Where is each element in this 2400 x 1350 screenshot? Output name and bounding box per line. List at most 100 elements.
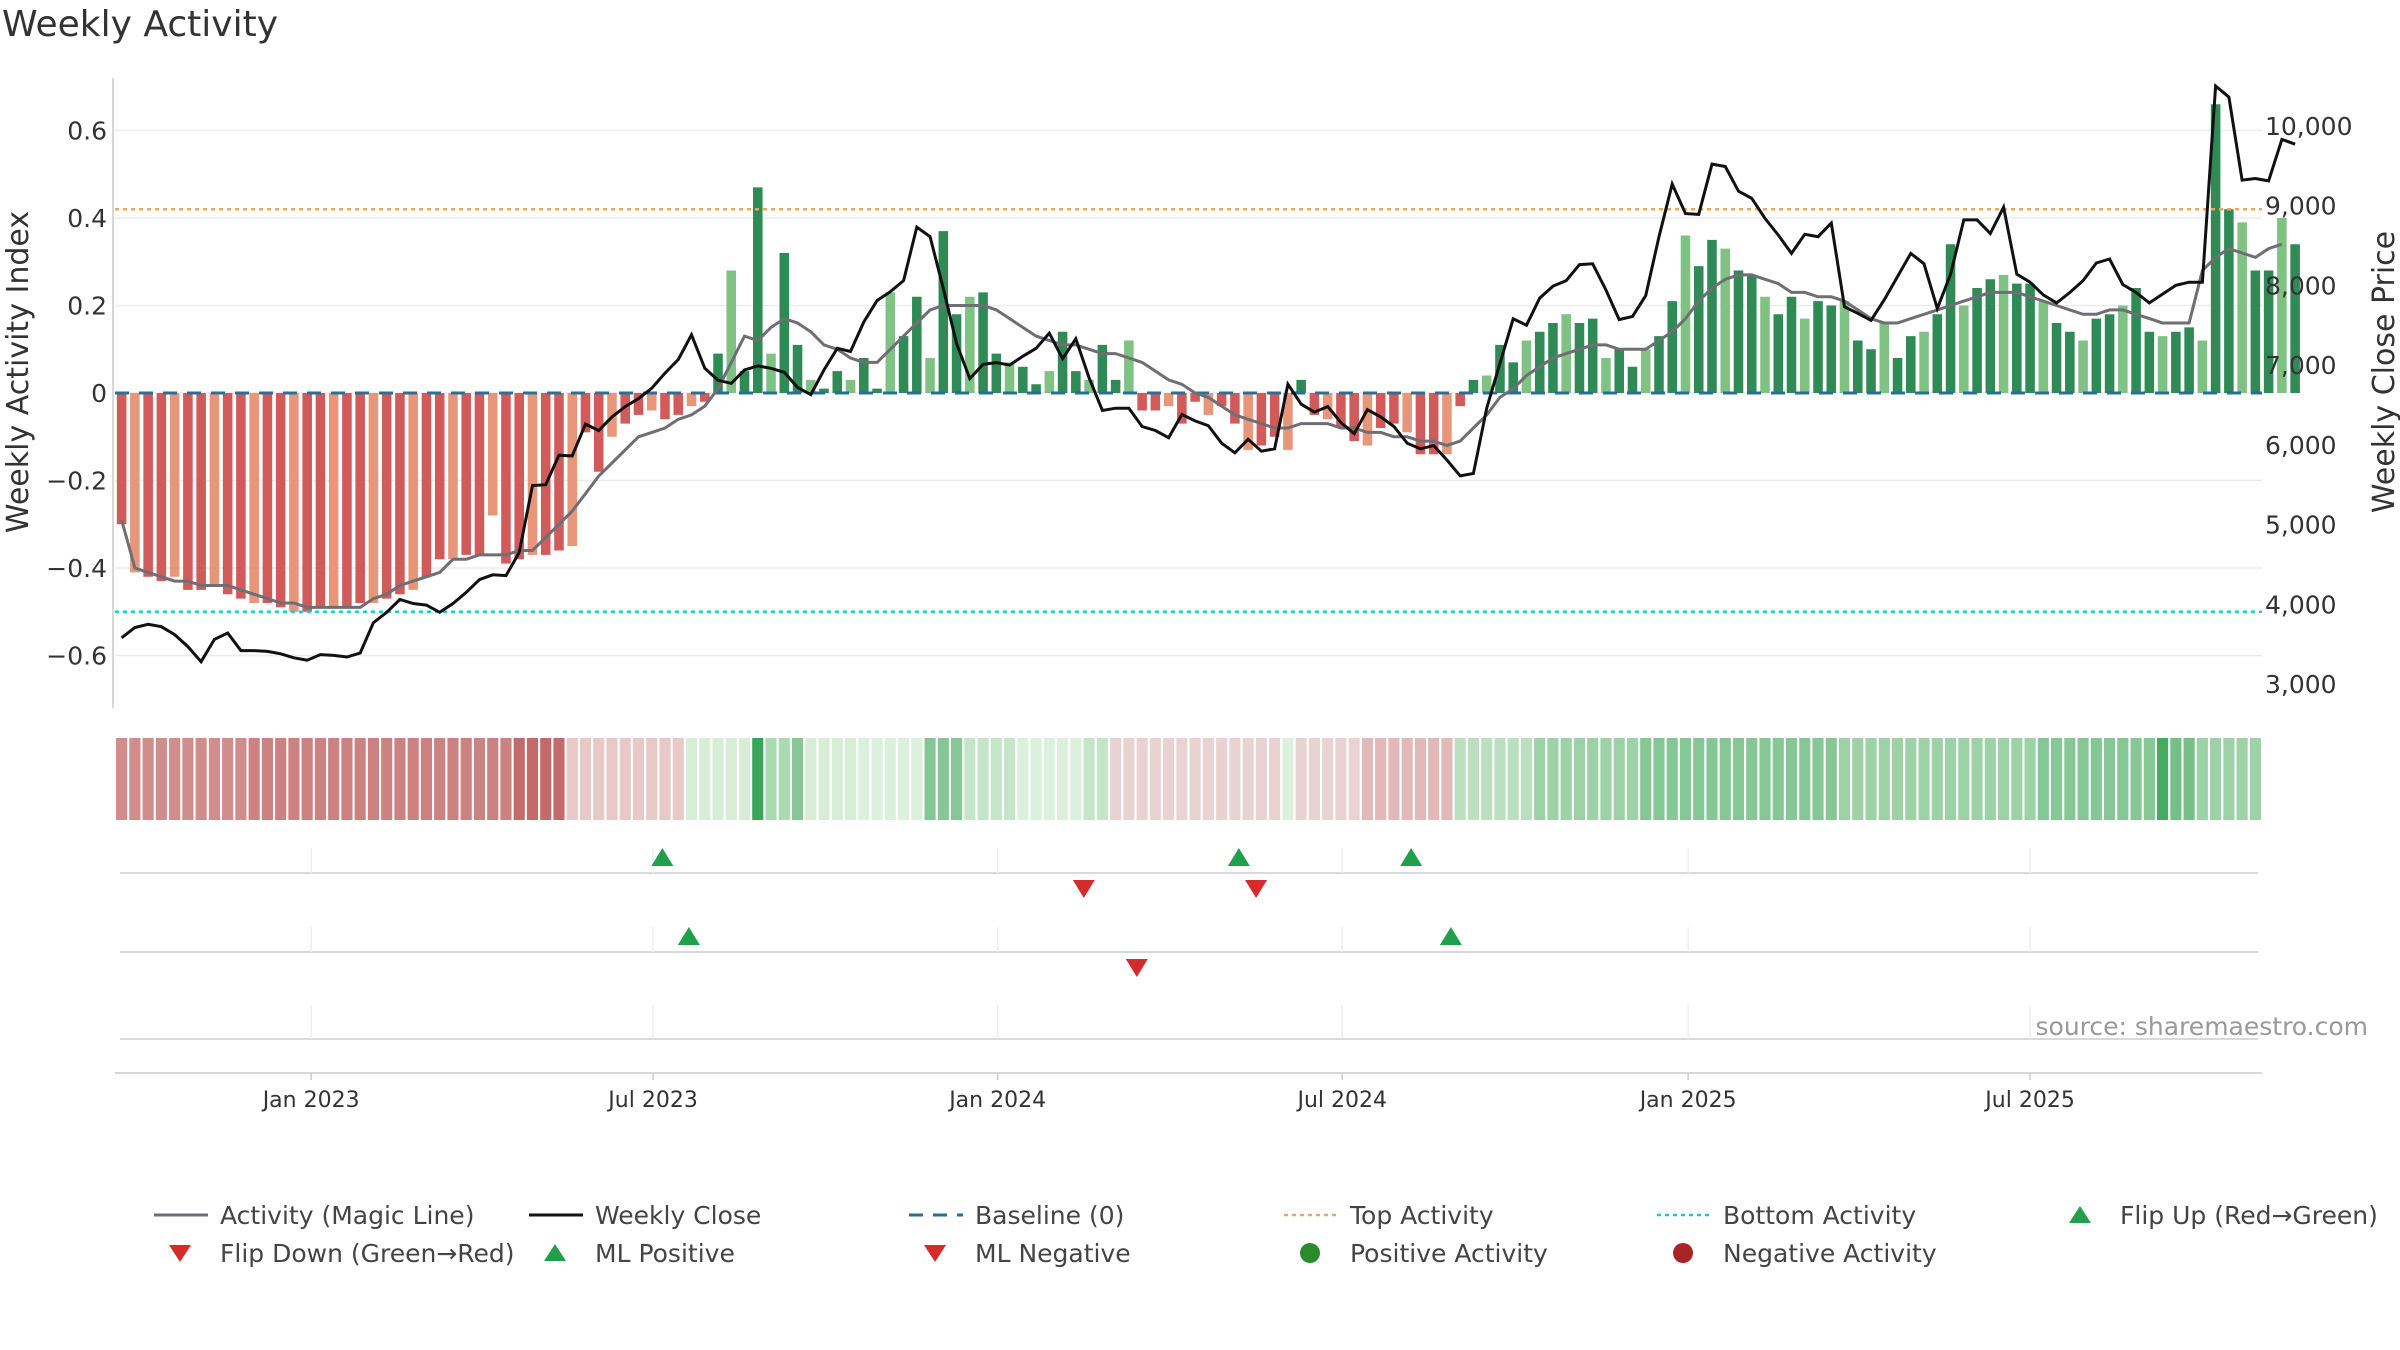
activity-bar <box>2290 244 2300 393</box>
activity-bar <box>1389 393 1399 424</box>
activity-bar <box>1230 393 1240 424</box>
strip-cell <box>858 738 870 820</box>
strip-cell <box>831 738 843 820</box>
activity-bar <box>448 393 458 560</box>
grid-lines <box>115 129 2262 657</box>
activity-bar <box>1044 371 1055 393</box>
legend-label: Flip Up (Red→Green) <box>2120 1200 2378 1230</box>
strip-cell <box>1918 738 1930 820</box>
activity-bar <box>315 393 326 608</box>
activity-bar <box>474 393 485 555</box>
legend-label: Activity (Magic Line) <box>220 1200 475 1230</box>
strip-cell <box>2090 738 2102 820</box>
activity-bar <box>1495 344 1505 393</box>
strip-cell <box>2157 738 2169 820</box>
strip-cell <box>2051 738 2063 820</box>
activity-bar <box>938 231 949 393</box>
strip-cell <box>1136 738 1148 820</box>
activity-bar <box>1521 340 1532 393</box>
strip-cell <box>328 738 340 820</box>
activity-bar <box>2171 331 2181 393</box>
activity-bar <box>289 393 299 612</box>
activity-bar <box>1733 270 1744 393</box>
legend-marker <box>924 1245 946 1262</box>
strip-cell <box>182 738 194 820</box>
activity-bar <box>1018 366 1028 393</box>
strip-cell <box>1163 738 1175 820</box>
activity-bar <box>501 393 511 564</box>
activity-bar <box>1680 235 1691 393</box>
strip-cell <box>487 738 499 820</box>
activity-bar <box>2237 222 2247 393</box>
activity-bar <box>236 393 246 599</box>
strip-cell <box>540 738 552 820</box>
strip-cell <box>1772 738 1784 820</box>
legend-label: Bottom Activity <box>1723 1200 1917 1230</box>
legend-item: Positive Activity <box>1280 1235 1548 1271</box>
legend-swatch <box>2069 1206 2091 1223</box>
activity-bar <box>302 393 312 612</box>
strip-cell <box>354 738 366 820</box>
activity-bar <box>527 393 538 555</box>
legend-swatch <box>1657 1213 1711 1217</box>
y2-tick-label: 9,000 <box>2265 192 2337 221</box>
legend-label: ML Positive <box>595 1238 735 1268</box>
activity-bar <box>540 393 551 555</box>
activity-bar <box>1614 349 1624 393</box>
strip-cell <box>473 738 486 820</box>
activity-bar <box>1309 393 1320 415</box>
strip-cell <box>1308 738 1320 820</box>
strip-cell <box>1361 738 1373 820</box>
activity-bar <box>1137 393 1147 411</box>
strip-cell <box>208 738 220 820</box>
legend-label: Baseline (0) <box>975 1200 1125 1230</box>
activity-bar <box>660 393 670 420</box>
strip-cell <box>1295 738 1307 820</box>
strip-cell <box>1719 738 1731 820</box>
strip-cell <box>2117 738 2129 820</box>
activity-bar <box>1402 393 1412 433</box>
legend-marker <box>1300 1243 1320 1263</box>
activity-bar <box>262 393 273 603</box>
activity-bar <box>1097 344 1108 393</box>
strip-cell <box>778 738 790 820</box>
activity-bar <box>1853 340 1863 393</box>
strip-cell <box>1242 738 1254 820</box>
strip-cell <box>407 738 419 820</box>
strip-cell <box>871 738 883 820</box>
strip-cell <box>1176 738 1188 820</box>
strip-cell <box>566 738 578 820</box>
activity-bar <box>859 358 869 393</box>
activity-bar <box>978 292 988 393</box>
strip-cell <box>593 738 605 820</box>
strip-cell <box>1613 738 1625 820</box>
strip-cell <box>2170 738 2182 820</box>
strip-cell <box>288 738 300 820</box>
x-tick-label: Jan 2024 <box>947 1088 1046 1113</box>
strip-cell <box>1825 738 1837 820</box>
strip-cell <box>1335 738 1347 820</box>
strip-cell <box>1269 738 1281 820</box>
activity-bar <box>1203 393 1214 415</box>
strip-cell <box>1004 738 1016 820</box>
activity-bar <box>2051 323 2062 393</box>
strip-cell <box>1679 738 1692 820</box>
flip-down-marker <box>1245 880 1268 898</box>
strip-cell <box>1428 738 1440 820</box>
activity-bar <box>925 358 935 393</box>
strip-cell <box>116 738 128 820</box>
ml-negative-marker <box>1125 959 1148 977</box>
strip-cell <box>1534 738 1546 820</box>
activity-bar <box>1985 279 1996 393</box>
strip-cell <box>2143 738 2155 820</box>
activity-bar <box>381 393 392 599</box>
strip-cell <box>2223 738 2235 820</box>
activity-bar <box>1667 301 1678 393</box>
activity-bar <box>1004 362 1015 393</box>
magic-line <box>120 242 2283 609</box>
activity-bar <box>1839 301 1850 393</box>
y2-tick-label: 5,000 <box>2265 511 2337 540</box>
activity-bar <box>487 393 498 516</box>
activity-bar <box>1481 375 1492 393</box>
